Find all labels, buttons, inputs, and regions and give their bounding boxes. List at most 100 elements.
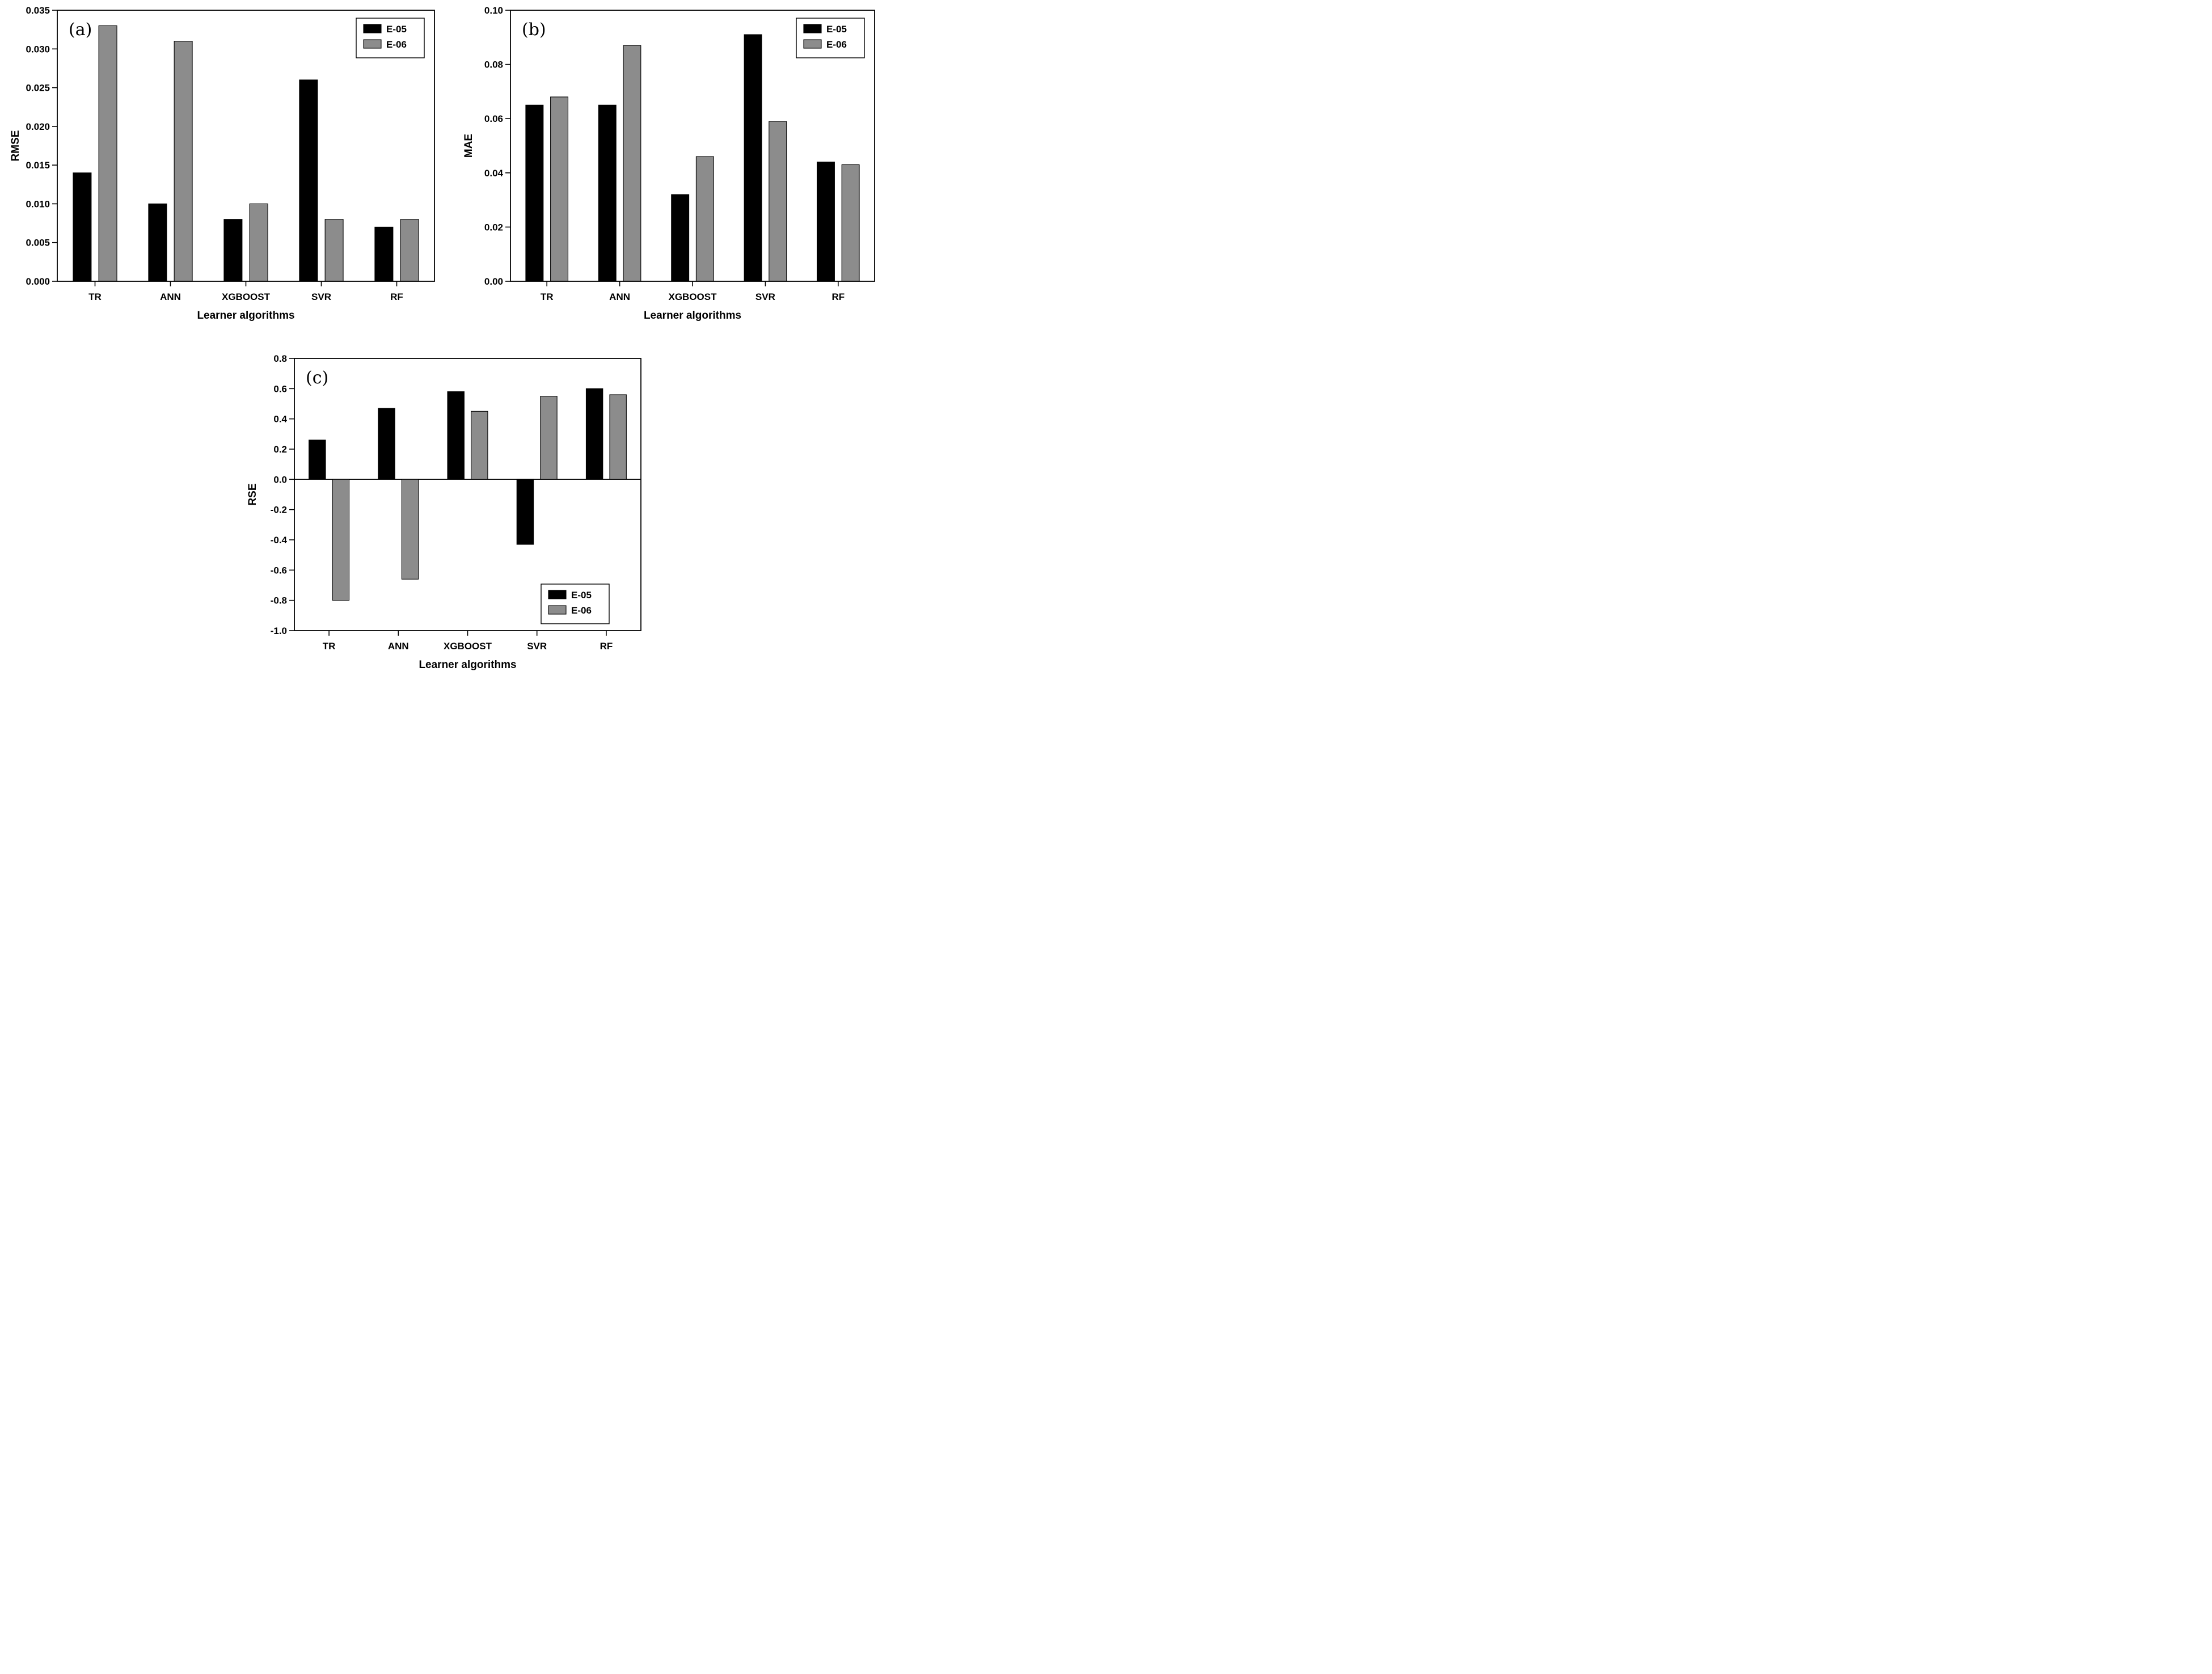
panel-label: (b) [522,20,546,40]
y-tick-label: 0.6 [273,383,287,394]
bar-E-05-RF [585,388,603,480]
chart-rse: -1.0 -0.8 -0.6 -0.4 -0.2 0.0 0.2 0.4 0.6 0.8 TR ANN… [240,353,885,683]
x-tick-label: SVR [311,291,331,302]
bar-E-06-SVR [769,121,787,282]
chart-rmse-svg: 0.000 0.005 0.010 0.015 0.020 0.025 0.030 0.035… [10,5,435,322]
y-tick-label: -0.2 [271,505,287,515]
plot-border [510,10,875,282]
x-tick-label: SVR [755,291,775,302]
bar-E-05-XGBOOST [671,194,690,282]
bar-E-06-SVR [540,396,558,480]
x-axis-title: Learner algorithms [644,310,741,322]
x-tick-label: ANN [160,291,181,302]
x-tick-label: XGBOOST [444,641,492,652]
y-axis-title: MAE [463,134,475,158]
legend-label-E-05: E-05 [386,24,407,35]
y-tick-label: 0.030 [26,44,50,54]
y-axis-title: RSE [247,483,259,505]
legend-swatch-E-05 [803,24,822,33]
chart-rmse: 0.000 0.005 0.010 0.015 0.020 0.025 0.030 0.035… [2,3,444,338]
bar-E-06-ANN [401,479,419,580]
bottom-row: -1.0 -0.8 -0.6 -0.4 -0.2 0.0 0.2 0.4 0.6 0.8 TR ANN… [240,353,885,683]
bar-E-06-RF [841,164,860,282]
chart-rse-svg: -1.0 -0.8 -0.6 -0.4 -0.2 0.0 0.2 0.4 0.6 0.8 TR ANN… [247,353,641,671]
bar-E-06-RF [609,394,627,480]
y-tick-label: 0.010 [26,198,50,209]
top-row: 0.000 0.005 0.010 0.015 0.020 0.025 0.030 0.035… [2,3,885,338]
y-tick-label: 0.02 [484,222,503,232]
y-tick-label: -0.4 [271,535,288,546]
y-tick-label: 0.0 [273,474,287,485]
chart-mae: 0.00 0.02 0.04 0.06 0.08 0.10 TR ANN XGBOOST SVR R… [444,3,881,338]
figure: 0.000 0.005 0.010 0.015 0.020 0.025 0.030 0.035… [0,0,885,689]
bar-E-06-TR [550,96,568,282]
legend-label-E-06: E-06 [386,39,407,50]
x-tick-label: TR [541,291,554,302]
y-tick-label: -0.6 [271,565,287,576]
y-tick-label: 0.2 [273,444,287,455]
y-tick-label: 0.00 [484,276,503,287]
chart-mae-svg: 0.00 0.02 0.04 0.06 0.08 0.10 TR ANN XGBOOST SVR R… [463,5,875,322]
plot-border [294,358,641,631]
x-tick-label: ANN [388,641,409,652]
bar-E-06-SVR [324,219,344,282]
bar-E-06-XGBOOST [249,203,268,282]
y-tick-label: 0.4 [273,414,287,425]
x-axis-title: Learner algorithms [419,659,516,671]
y-tick-label: -0.8 [271,595,287,606]
bar-E-05-XGBOOST [447,391,465,480]
bar-E-06-ANN [623,45,641,282]
bar-E-06-TR [98,25,117,282]
x-axis-title: Learner algorithms [197,310,294,322]
y-tick-label: 0.10 [484,5,503,16]
x-tick-label: XGBOOST [668,291,717,302]
plot-border [57,10,435,282]
bar-E-05-SVR [299,79,318,282]
panel-label: (c) [306,368,328,388]
bar-E-06-XGBOOST [695,156,714,282]
y-tick-label: -1.0 [271,625,287,636]
bar-E-05-TR [525,104,544,282]
bar-E-05-SVR [744,34,762,282]
y-tick-label: 0.04 [484,168,504,179]
y-tick-label: 0.000 [26,276,50,287]
y-axis-title: RMSE [10,130,22,162]
x-tick-label: ANN [609,291,630,302]
bar-E-05-RF [817,162,835,282]
legend-swatch-E-05 [548,590,567,599]
x-tick-label: SVR [527,641,547,652]
bar-E-05-TR [309,439,326,480]
x-tick-label: XGBOOST [222,291,271,302]
x-tick-label: TR [323,641,336,652]
legend-label-E-06: E-06 [571,605,592,616]
y-tick-label: 0.015 [26,160,50,171]
bar-E-06-RF [400,219,419,282]
x-tick-label: RF [390,291,403,302]
legend-label-E-05: E-05 [571,590,592,601]
y-tick-label: 0.035 [26,5,50,16]
y-tick-label: 0.025 [26,83,50,94]
legend-swatch-E-06 [363,39,382,49]
y-tick-label: 0.08 [484,60,503,70]
bar-E-05-RF [374,226,394,282]
y-tick-label: 0.020 [26,121,50,132]
x-tick-label: TR [88,291,102,302]
bar-E-05-ANN [378,408,395,480]
x-tick-label: RF [600,641,613,652]
y-tick-label: 0.8 [273,353,287,364]
bar-E-05-TR [73,172,92,282]
y-tick-label: 0.06 [484,113,503,124]
bar-E-06-ANN [174,41,193,282]
legend-label-E-05: E-05 [826,24,847,35]
bar-E-05-ANN [148,203,167,282]
legend-swatch-E-06 [548,605,567,615]
bar-E-06-TR [332,479,350,601]
bar-E-06-XGBOOST [471,411,488,480]
legend-label-E-06: E-06 [826,39,847,50]
bar-E-05-ANN [598,104,617,282]
x-tick-label: RF [831,291,845,302]
y-tick-label: 0.005 [26,238,50,248]
legend-swatch-E-06 [803,39,822,49]
legend-swatch-E-05 [363,24,382,33]
panel-label: (a) [69,20,92,40]
